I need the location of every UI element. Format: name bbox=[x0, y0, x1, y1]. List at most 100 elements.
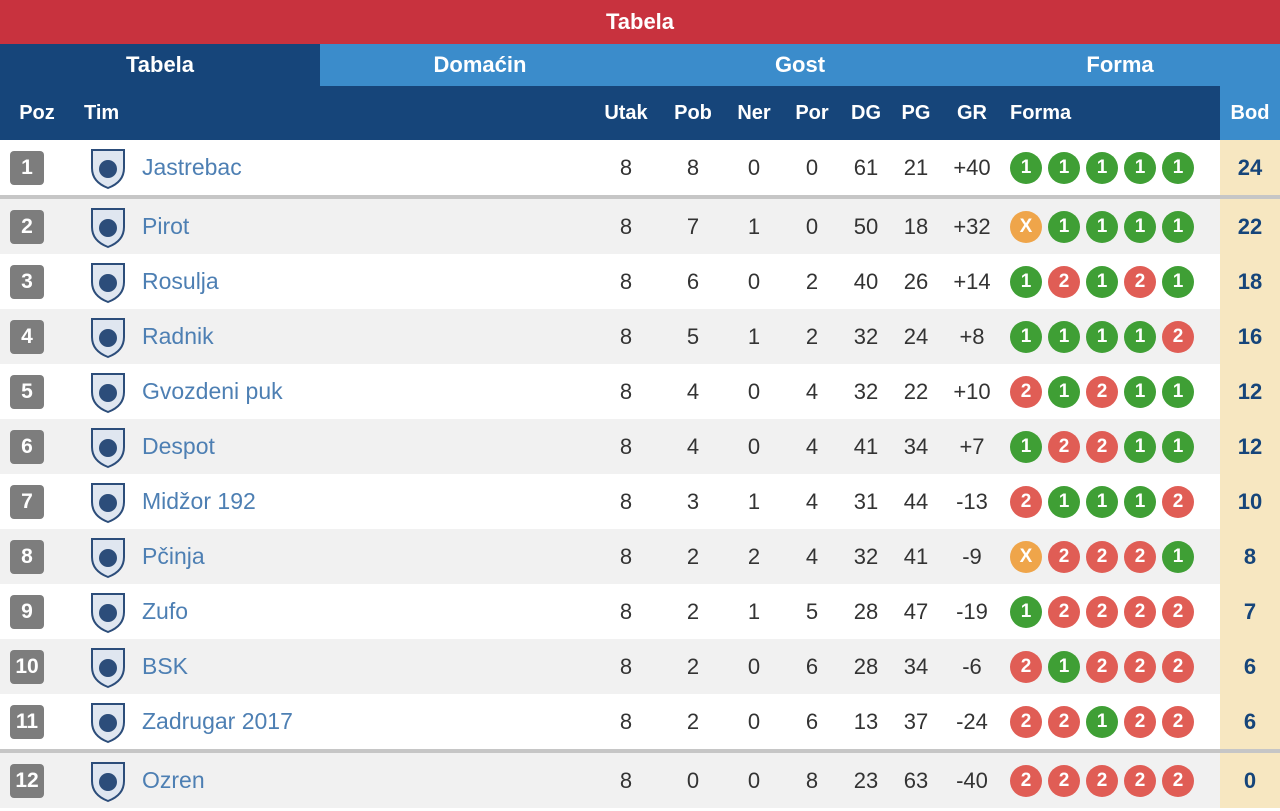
table-title: Tabela bbox=[0, 0, 1280, 44]
form-badge[interactable]: 2 bbox=[1010, 706, 1042, 738]
cell-por: 2 bbox=[805, 269, 819, 294]
form-badge[interactable]: 1 bbox=[1048, 651, 1080, 683]
form-badge[interactable]: 1 bbox=[1162, 376, 1194, 408]
tab-forma[interactable]: Forma bbox=[1086, 52, 1154, 77]
form-badge[interactable]: 1 bbox=[1124, 211, 1156, 243]
form-badge[interactable]: 2 bbox=[1086, 541, 1118, 573]
cell-pob: 5 bbox=[686, 324, 700, 349]
form-badge[interactable]: 2 bbox=[1162, 321, 1194, 353]
form-badge[interactable]: 2 bbox=[1162, 596, 1194, 628]
form-badge[interactable]: 1 bbox=[1086, 321, 1118, 353]
form-badge[interactable]: 2 bbox=[1048, 431, 1080, 463]
standings-table: 1 Jastrebac 8 8 0 0 61 21 +40 1 1 1 1 1 24 2 Pirot 8 7 1 0 50… bbox=[0, 140, 1280, 808]
form-badge[interactable]: 2 bbox=[1162, 765, 1194, 797]
form-badge[interactable]: 2 bbox=[1086, 376, 1118, 408]
team-name-link[interactable]: Radnik bbox=[142, 323, 214, 349]
team-name-link[interactable]: Gvozdeni puk bbox=[142, 378, 283, 404]
form-badge[interactable]: 1 bbox=[1162, 266, 1194, 298]
team-name-link[interactable]: Zufo bbox=[142, 598, 189, 624]
form-badge[interactable]: 1 bbox=[1048, 152, 1080, 184]
team-name-link[interactable]: Pčinja bbox=[142, 543, 205, 569]
cell-por: 4 bbox=[805, 489, 819, 514]
form-badge[interactable]: 2 bbox=[1048, 706, 1080, 738]
team-name-link[interactable]: Pirot bbox=[142, 213, 190, 239]
form-badge[interactable]: 2 bbox=[1162, 706, 1194, 738]
form-badge[interactable]: 1 bbox=[1124, 431, 1156, 463]
form-badge[interactable]: 2 bbox=[1086, 765, 1118, 797]
cell-utak: 8 bbox=[619, 155, 633, 180]
form-badge[interactable]: 1 bbox=[1162, 211, 1194, 243]
form-badge[interactable]: 1 bbox=[1010, 152, 1042, 184]
form-badge[interactable]: 1 bbox=[1086, 486, 1118, 518]
form-badge[interactable]: 1 bbox=[1048, 376, 1080, 408]
form-badge[interactable]: 2 bbox=[1010, 376, 1042, 408]
form-badge[interactable]: 2 bbox=[1124, 765, 1156, 797]
form-badge[interactable]: 1 bbox=[1162, 152, 1194, 184]
cell-gr: -19 bbox=[956, 599, 988, 624]
cell-pg: 34 bbox=[903, 434, 929, 459]
form-badge[interactable]: 2 bbox=[1086, 651, 1118, 683]
form-badge[interactable]: 1 bbox=[1086, 266, 1118, 298]
form-badge[interactable]: 2 bbox=[1048, 541, 1080, 573]
cell-ner: 1 bbox=[747, 214, 761, 239]
table-row: 9 Zufo 8 2 1 5 28 47 -19 1 2 2 2 2 7 bbox=[0, 584, 1280, 639]
tab-domacin[interactable]: Domaćin bbox=[433, 52, 527, 77]
form-badge[interactable]: 1 bbox=[1124, 321, 1156, 353]
form-badge[interactable]: 2 bbox=[1124, 266, 1156, 298]
form-badge[interactable]: 2 bbox=[1124, 541, 1156, 573]
form-badge[interactable]: 1 bbox=[1124, 486, 1156, 518]
form-badge[interactable]: 2 bbox=[1086, 431, 1118, 463]
cell-utak: 8 bbox=[619, 214, 633, 239]
team-name-link[interactable]: Despot bbox=[142, 433, 215, 459]
team-name-link[interactable]: Jastrebac bbox=[142, 154, 242, 180]
form-badge[interactable]: X bbox=[1010, 211, 1042, 243]
form-badge[interactable]: 1 bbox=[1086, 706, 1118, 738]
form-badge[interactable]: 2 bbox=[1048, 596, 1080, 628]
form-badge[interactable]: 1 bbox=[1048, 321, 1080, 353]
cell-bod: 12 bbox=[1237, 379, 1263, 404]
tab-tabela[interactable]: Tabela bbox=[0, 44, 320, 86]
form-badge[interactable]: 1 bbox=[1162, 431, 1194, 463]
cell-utak: 8 bbox=[619, 324, 633, 349]
team-name-link[interactable]: Ozren bbox=[142, 767, 205, 793]
form-badge[interactable]: 2 bbox=[1124, 596, 1156, 628]
form-badge[interactable]: 1 bbox=[1010, 431, 1042, 463]
points-cell-bg bbox=[1220, 753, 1280, 808]
form-badge[interactable]: 2 bbox=[1048, 266, 1080, 298]
form-badge[interactable]: 1 bbox=[1124, 376, 1156, 408]
form-badge[interactable]: 2 bbox=[1124, 651, 1156, 683]
cell-ner: 0 bbox=[747, 434, 761, 459]
form-badge[interactable]: 1 bbox=[1086, 152, 1118, 184]
form-badge[interactable]: 1 bbox=[1048, 486, 1080, 518]
form-badge[interactable]: 1 bbox=[1162, 541, 1194, 573]
form-badge[interactable]: 2 bbox=[1086, 596, 1118, 628]
tab-gost[interactable]: Gost bbox=[774, 52, 826, 77]
form-badge[interactable]: 2 bbox=[1124, 706, 1156, 738]
cell-gr: +7 bbox=[959, 434, 985, 459]
form-badge[interactable]: 1 bbox=[1010, 266, 1042, 298]
position-badge: 4 bbox=[10, 320, 44, 354]
form-badge[interactable]: 2 bbox=[1010, 486, 1042, 518]
cell-utak: 8 bbox=[619, 654, 633, 679]
form-badge[interactable]: 1 bbox=[1124, 152, 1156, 184]
form-badge[interactable]: 1 bbox=[1010, 596, 1042, 628]
form-badge[interactable]: 2 bbox=[1010, 651, 1042, 683]
cell-dg: 40 bbox=[853, 269, 879, 294]
cell-bod: 24 bbox=[1237, 155, 1263, 180]
cell-ner: 0 bbox=[747, 768, 761, 793]
team-name-link[interactable]: Zadrugar 2017 bbox=[142, 708, 293, 734]
form-badge[interactable]: 1 bbox=[1048, 211, 1080, 243]
form-badge[interactable]: 1 bbox=[1010, 321, 1042, 353]
cell-dg: 32 bbox=[853, 324, 879, 349]
form-badge[interactable]: 2 bbox=[1010, 765, 1042, 797]
col-forma: Forma bbox=[1010, 102, 1072, 124]
form-badge[interactable]: 2 bbox=[1162, 651, 1194, 683]
form-badge[interactable]: 2 bbox=[1162, 486, 1194, 518]
cell-utak: 8 bbox=[619, 768, 633, 793]
team-name-link[interactable]: Midžor 192 bbox=[142, 488, 256, 514]
form-badge[interactable]: 1 bbox=[1086, 211, 1118, 243]
team-name-link[interactable]: BSK bbox=[142, 653, 189, 679]
team-name-link[interactable]: Rosulja bbox=[142, 268, 219, 294]
form-badge[interactable]: X bbox=[1010, 541, 1042, 573]
form-badge[interactable]: 2 bbox=[1048, 765, 1080, 797]
